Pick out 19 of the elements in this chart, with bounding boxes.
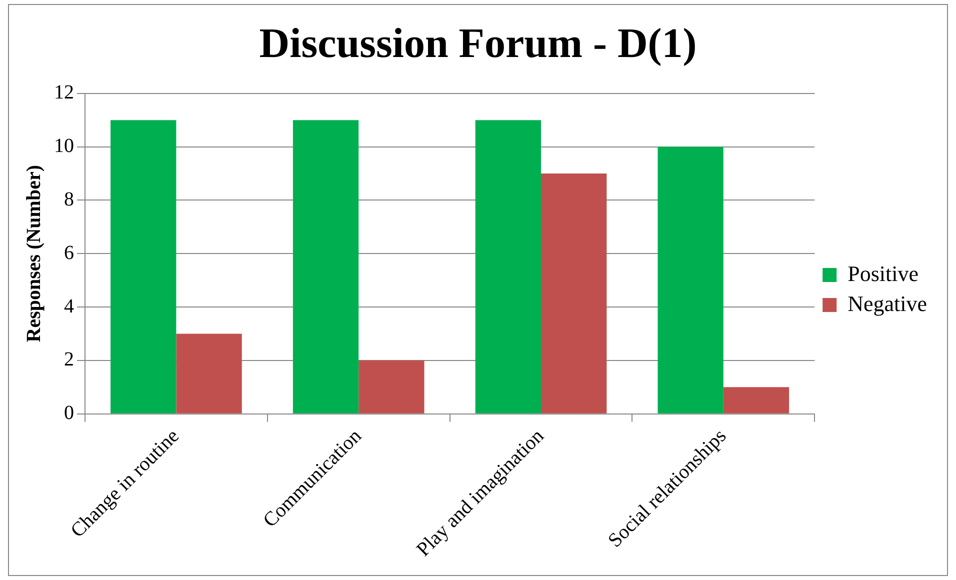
bar (658, 146, 724, 414)
bar (540, 174, 607, 414)
bar (723, 387, 790, 414)
y-tick-label: 8 (64, 188, 74, 210)
chart-title: Discussion Forum - D(1) (259, 21, 697, 68)
y-tick-label: 10 (54, 135, 74, 158)
y-tick-label: 6 (64, 242, 74, 264)
bar (110, 120, 176, 414)
bar (176, 334, 242, 414)
legend-label: Positive (848, 260, 918, 286)
y-tick-label: 0 (64, 402, 74, 424)
bar (475, 120, 541, 414)
legend-label: Negative (848, 290, 927, 316)
y-tick-label: 4 (64, 295, 74, 318)
bar (358, 360, 424, 414)
bar (292, 120, 359, 414)
y-tick-label: 12 (54, 82, 74, 104)
y-tick-label: 2 (64, 348, 74, 371)
y-axis-title: Responses (Number) (23, 165, 46, 342)
